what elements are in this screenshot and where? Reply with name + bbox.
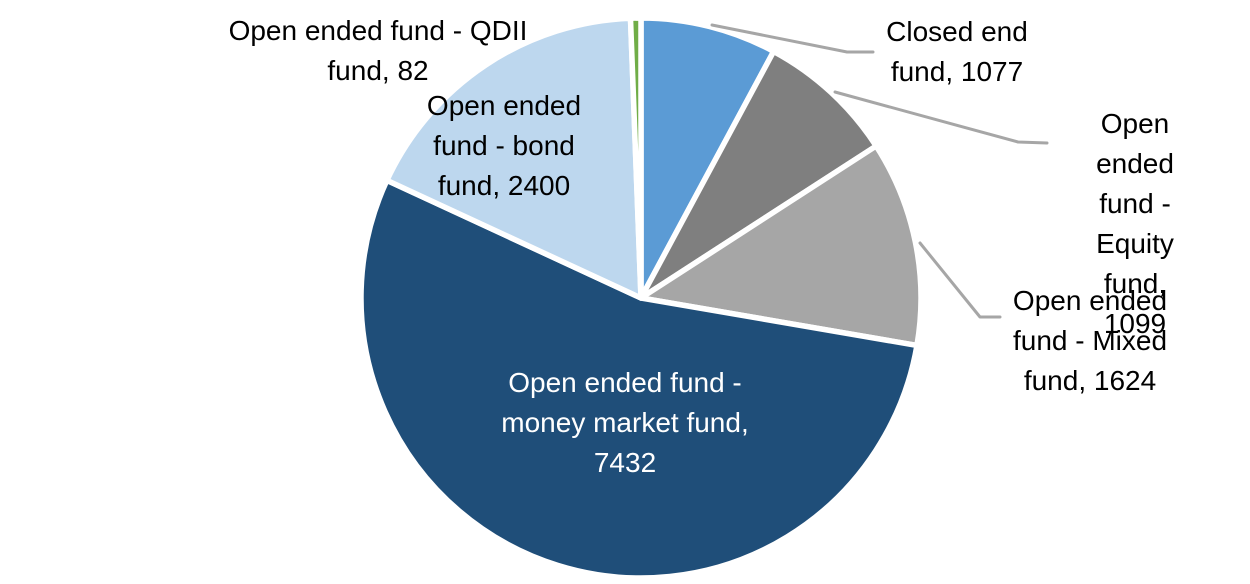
- leader-line-equity-fund: [833, 90, 1049, 145]
- pie-slice-open-ended-fund-money-market-fund: [358, 177, 920, 581]
- data-label-qdii-fund: Open ended fund - QDII fund, 82: [228, 15, 528, 86]
- pie-slice-open-ended-fund-mixed-fund: [638, 143, 924, 349]
- leader-line-closed-end-fund: [710, 23, 875, 54]
- data-label-bond-fund: Open ended fund - bond fund, 2400: [426, 90, 582, 201]
- pie-slice-open-ended-fund-bond-fund: [384, 15, 644, 301]
- pie-slice-open-ended-fund-qdii-fund: [627, 15, 644, 301]
- pie-slices: [358, 15, 924, 581]
- leader-line-mixed-fund: [918, 241, 1002, 319]
- leader-lines: [710, 23, 1049, 319]
- data-label-money-market-fund: Open ended fund - money market fund, 743…: [501, 367, 749, 478]
- pie-slice-open-ended-fund-equity-fund: [638, 48, 879, 301]
- data-label-mixed-fund: Open ended fund - Mixed fund, 1624: [1012, 285, 1168, 396]
- pie-slice-closed-end-fund: [638, 15, 777, 301]
- data-label-equity-fund: Open ended fund - Equity fund, 1099: [1096, 108, 1174, 339]
- data-label-closed-end-fund: Closed end fund, 1077: [886, 16, 1028, 87]
